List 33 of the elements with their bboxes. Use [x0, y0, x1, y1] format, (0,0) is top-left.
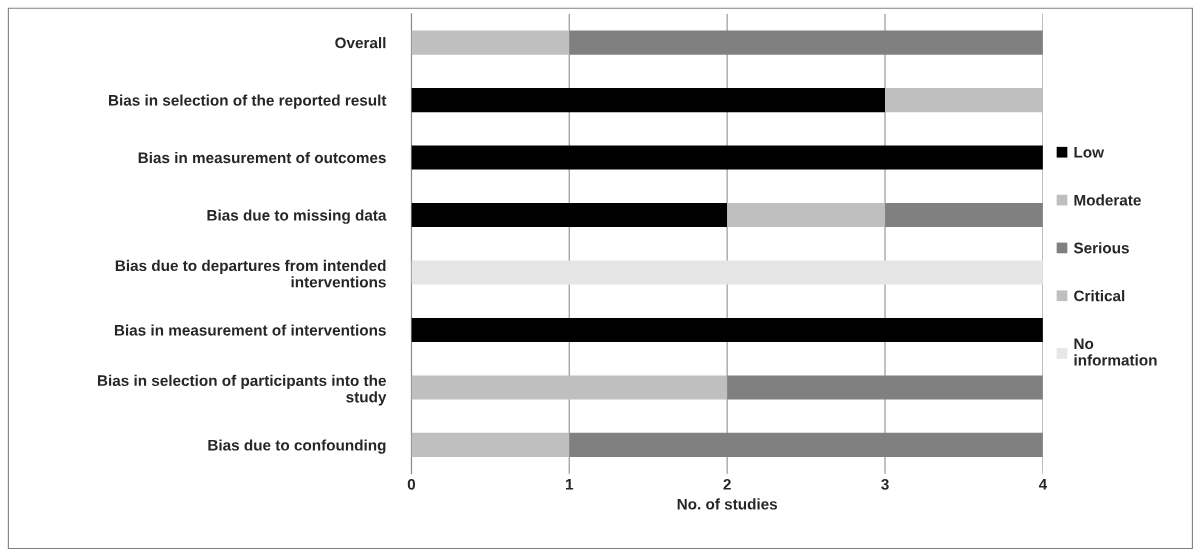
bar	[885, 88, 1043, 113]
bar	[411, 432, 570, 457]
y-tick-label: Bias in measurement of interventions	[114, 324, 386, 336]
bar	[411, 202, 728, 228]
bar	[885, 202, 1043, 228]
y-tick-label: Overall	[335, 37, 386, 49]
y-tick-label: Bias in selection of participants into the study	[98, 374, 387, 406]
bar	[411, 260, 1043, 285]
legend-label: Critical	[1074, 290, 1125, 302]
legend-label: Low	[1074, 147, 1105, 158]
bar	[411, 317, 1043, 343]
x-tick-label: 4	[1038, 479, 1048, 490]
y-tick-label: Bias due to departures from intended interventions	[115, 259, 386, 288]
x-tick-label: 0	[407, 478, 416, 490]
x-tick-label: 1	[566, 479, 574, 490]
y-tick-label: Bias in measurement of outcomes	[138, 152, 386, 164]
bar	[569, 30, 1043, 55]
legend-label: Serious	[1073, 242, 1129, 254]
y-tick-label: Bias in selection of the reported result	[109, 94, 387, 109]
legend-label: Moderate	[1074, 194, 1141, 206]
x-tick-label: 2	[723, 478, 731, 490]
bar	[411, 145, 1043, 170]
bar	[411, 30, 570, 55]
bar	[411, 375, 728, 400]
bar	[727, 202, 886, 228]
bar	[569, 432, 1043, 457]
legend-label: No information	[1074, 338, 1157, 366]
x-axis-title: No. of studies	[677, 498, 778, 510]
bar	[727, 375, 1043, 400]
y-tick-label: Bias due to confounding	[208, 439, 386, 454]
x-tick-label: 3	[881, 478, 889, 490]
bar	[411, 88, 886, 113]
y-tick-label: Bias due to missing data	[207, 209, 387, 224]
